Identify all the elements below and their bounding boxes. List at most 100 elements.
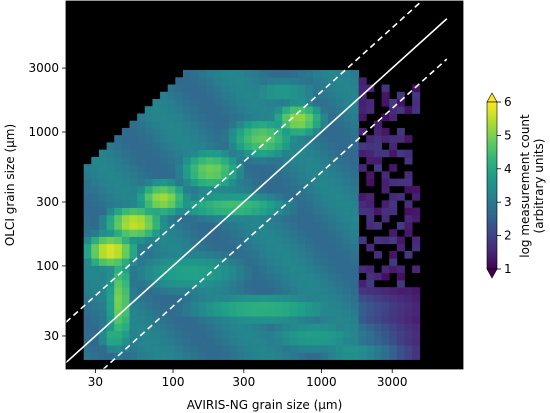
density-cell xyxy=(221,127,230,136)
density-cell xyxy=(205,352,214,360)
density-cell xyxy=(396,337,405,346)
density-cell xyxy=(389,287,398,295)
density-cell xyxy=(137,352,146,360)
density-cell xyxy=(98,265,107,274)
density-cell xyxy=(221,352,230,360)
density-cell xyxy=(289,98,298,107)
density-cell xyxy=(351,236,360,245)
density-cell xyxy=(137,265,146,274)
density-cell xyxy=(221,178,230,187)
density-cell xyxy=(129,142,138,151)
density-cell xyxy=(190,250,199,259)
density-cell xyxy=(121,149,130,158)
density-cell xyxy=(91,250,100,259)
density-cell xyxy=(236,272,245,281)
density-cell xyxy=(182,316,192,324)
density-cell xyxy=(328,279,337,288)
density-cell xyxy=(289,193,298,201)
density-cell xyxy=(228,70,237,78)
density-cell xyxy=(205,316,214,324)
density-cell xyxy=(83,308,92,317)
density-cell xyxy=(381,316,390,324)
density-cell xyxy=(198,135,207,143)
density-cell xyxy=(335,120,344,129)
density-cell xyxy=(228,337,237,346)
density-cell xyxy=(373,222,382,230)
density-cell xyxy=(236,294,245,303)
density-cell xyxy=(244,185,253,194)
density-cell xyxy=(244,337,253,346)
density-cell xyxy=(152,185,161,194)
density-cell xyxy=(205,120,214,129)
density-cell xyxy=(121,164,130,172)
density-cell xyxy=(351,279,360,288)
density-cell xyxy=(381,236,390,245)
density-cell xyxy=(274,84,283,93)
density-cell xyxy=(266,156,276,165)
density-cell xyxy=(106,330,115,339)
density-cell xyxy=(175,84,184,93)
density-cell xyxy=(274,156,283,165)
density-cell xyxy=(351,98,360,107)
density-cell xyxy=(160,127,169,136)
density-cell xyxy=(404,301,413,310)
density-cell xyxy=(198,70,207,78)
density-cell xyxy=(297,258,306,266)
density-cell xyxy=(137,337,146,346)
density-cell xyxy=(320,229,329,237)
density-cell xyxy=(396,316,405,324)
density-cell xyxy=(98,287,107,295)
density-cell xyxy=(167,236,176,245)
density-cell xyxy=(289,106,298,114)
density-cell xyxy=(106,287,115,295)
density-cell xyxy=(366,193,375,201)
density-cell xyxy=(351,214,360,223)
density-cell xyxy=(251,135,260,143)
density-cell xyxy=(221,330,230,339)
density-cell xyxy=(182,113,192,122)
density-cell xyxy=(297,236,306,245)
density-cell xyxy=(137,193,146,201)
density-cell xyxy=(266,337,276,346)
density-cell xyxy=(366,265,375,274)
density-cell xyxy=(251,91,260,100)
density-cell xyxy=(297,330,306,339)
density-cell xyxy=(289,323,298,331)
reference-lines xyxy=(66,1,448,369)
density-cell xyxy=(274,229,283,237)
density-cell xyxy=(282,330,291,339)
density-cell xyxy=(137,323,146,331)
x-tick-label: 3000 xyxy=(377,375,408,389)
density-cell xyxy=(167,156,176,165)
density-cell xyxy=(259,164,268,172)
density-cell xyxy=(328,301,337,310)
density-cell xyxy=(358,337,367,346)
density-cell xyxy=(335,149,344,158)
density-cell xyxy=(190,258,199,266)
density-cell xyxy=(335,214,344,223)
y-tick-label: 3000 xyxy=(28,61,59,75)
density-cell xyxy=(236,185,245,194)
density-cell xyxy=(236,352,245,360)
density-cell xyxy=(312,98,321,107)
density-cell xyxy=(412,308,421,317)
density-cell xyxy=(144,164,153,172)
density-cell xyxy=(251,287,260,295)
density-cell xyxy=(351,70,360,78)
density-cell xyxy=(213,214,222,223)
density-cell xyxy=(221,164,230,172)
density-cell xyxy=(236,113,245,122)
density-cell xyxy=(175,352,184,360)
colorbar-tick-label: 3 xyxy=(504,195,512,209)
density-cell xyxy=(358,316,367,324)
density-cell xyxy=(274,243,283,252)
density-cell xyxy=(236,106,245,114)
density-cell xyxy=(282,308,291,317)
density-cell xyxy=(328,294,337,303)
density-cell xyxy=(358,84,367,93)
density-cell xyxy=(121,178,130,187)
density-cell xyxy=(114,236,123,245)
density-cell xyxy=(144,258,153,266)
density-cell xyxy=(259,301,268,310)
